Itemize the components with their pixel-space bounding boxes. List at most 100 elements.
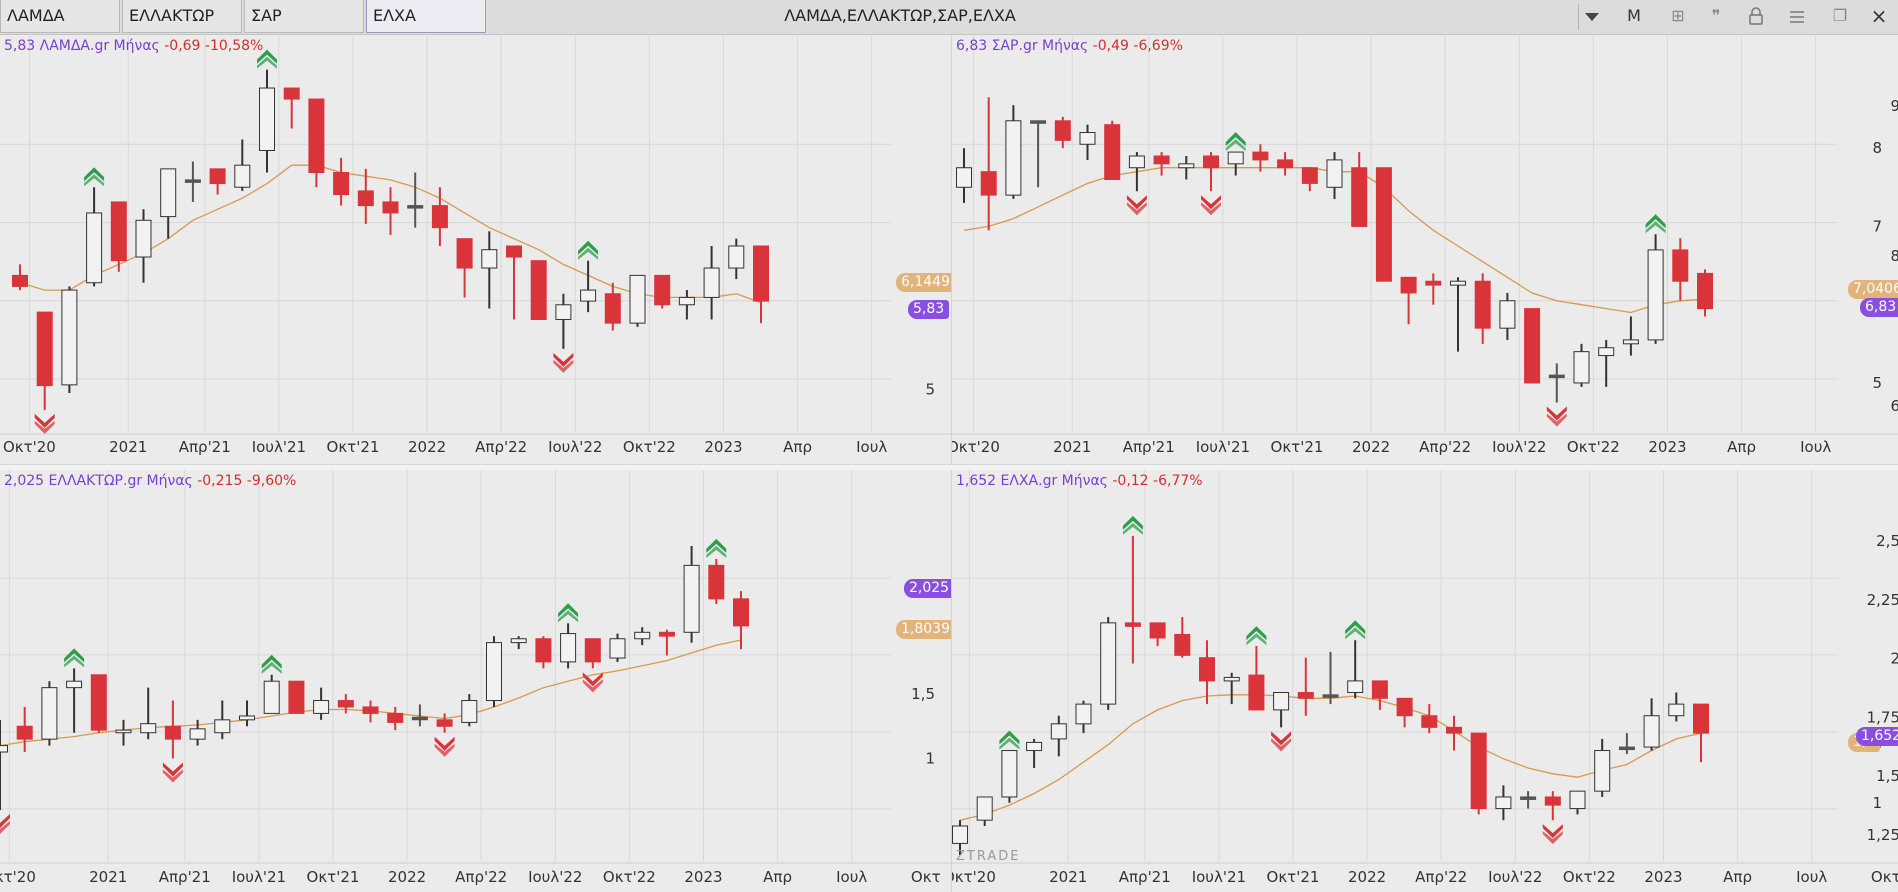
candle xyxy=(1569,790,1586,815)
candle-body xyxy=(980,171,997,196)
candle xyxy=(555,293,572,349)
candle-body xyxy=(0,745,8,753)
candle-body xyxy=(1421,715,1438,728)
candle-body xyxy=(189,728,206,740)
candle xyxy=(1178,156,1195,180)
candle xyxy=(239,700,255,727)
candle xyxy=(1227,151,1244,176)
candle xyxy=(486,636,502,707)
chart-panel-sar[interactable]: 6,83 ΣΑΡ.gr Μήνας -0,49 -6,69% 7,0406 6,… xyxy=(952,34,1898,464)
arrow-down-icon xyxy=(1542,831,1563,845)
candle xyxy=(1618,733,1635,755)
candle xyxy=(1128,152,1145,192)
y-axis-tick-label-right: 1,5 xyxy=(1876,767,1898,785)
candle-body xyxy=(164,725,181,740)
arrow-down-icon xyxy=(1201,195,1221,210)
candle xyxy=(956,148,972,203)
candle xyxy=(1075,700,1092,734)
arrow-up-icon xyxy=(1225,132,1246,147)
y-axis-tick-label-right: 1,75 xyxy=(1867,708,1898,726)
candle-body xyxy=(1520,796,1537,800)
candle xyxy=(604,282,621,331)
x-axis-tick-label: Απρ xyxy=(763,868,792,886)
arrow-down-icon xyxy=(1546,406,1567,421)
arrow-up-icon xyxy=(1246,626,1267,641)
panel-divider-vertical[interactable] xyxy=(951,34,952,892)
chart-panel-elxa[interactable]: 1,652 ΕΛΧΑ.gr Μήνας -0,12 -6,77% 1,6 1,6… xyxy=(952,469,1898,892)
candle-body xyxy=(1273,692,1290,711)
candle-body xyxy=(560,633,577,663)
candle xyxy=(333,157,350,206)
candle xyxy=(1277,152,1294,176)
candle xyxy=(1520,791,1537,809)
candle xyxy=(1495,785,1512,821)
candle xyxy=(209,168,226,195)
chevron-down-icon[interactable] xyxy=(1575,0,1609,33)
chart-panel-lamda[interactable]: 5,83 ΛΑΜΔΑ.gr Μήνας -0,69 -10,58% 6,1449… xyxy=(0,34,951,464)
candle-body xyxy=(337,700,354,708)
candle xyxy=(1421,704,1438,734)
legend-change: -0,69 -10,58% xyxy=(164,38,264,54)
legend-price: 6,83 xyxy=(956,38,988,54)
arrow-down-icon xyxy=(434,736,455,751)
x-axis-tick-label: 2022 xyxy=(408,438,446,456)
arrow-up-icon xyxy=(84,174,105,187)
close-icon[interactable]: × xyxy=(1870,4,1888,28)
candle-body xyxy=(1227,151,1244,165)
candle xyxy=(1647,234,1664,344)
candle-body xyxy=(239,715,255,721)
arrow-down-icon xyxy=(582,679,603,693)
candle xyxy=(411,704,428,727)
arrow-up-icon xyxy=(1122,515,1143,530)
restore-icon[interactable]: ❐ xyxy=(1832,6,1848,25)
tab-sar[interactable]: ΣΑΡ xyxy=(244,0,364,33)
lock-icon[interactable] xyxy=(1739,0,1773,33)
tab-lamda[interactable]: ΛΑΜΔΑ xyxy=(0,0,120,33)
x-axis-tick-label: Ιουλ'22 xyxy=(1488,868,1542,886)
tab-ellaktor[interactable]: ΕΛΛΑΚΤΩΡ xyxy=(122,0,242,33)
arrow-up-icon xyxy=(999,730,1020,745)
candle xyxy=(1693,703,1709,763)
y-axis-tick-label: 5 xyxy=(1872,374,1882,392)
x-axis-tick-label: Ιουλ xyxy=(836,868,867,886)
x-axis-tick-label: Απρ'22 xyxy=(1415,868,1467,886)
arrow-up-icon xyxy=(64,648,85,663)
arrow-down-icon xyxy=(1271,731,1292,746)
x-axis-tick-label: 2023 xyxy=(684,868,722,886)
candle-body xyxy=(357,190,374,207)
x-axis-tick-label: 2021 xyxy=(109,438,147,456)
y-axis-tick-label-right: 2,5 xyxy=(1876,532,1898,550)
candle-body xyxy=(1075,703,1092,725)
candle-body xyxy=(678,296,695,306)
candle-body xyxy=(658,631,675,637)
candle-body xyxy=(283,87,300,100)
candle xyxy=(1544,791,1561,821)
chart-panel-ellaktor[interactable]: 2,025 ΕΛΛΑΚΤΩΡ.gr Μήνας -0,215 -9,60% 2,… xyxy=(0,469,951,892)
minimize-icon[interactable] xyxy=(1780,0,1814,33)
candle xyxy=(1203,152,1219,192)
candle xyxy=(234,139,251,191)
candle-body xyxy=(1647,249,1664,341)
candle-body xyxy=(135,219,152,258)
candle-body xyxy=(110,201,127,262)
arrow-down-icon xyxy=(553,359,574,373)
candle-body xyxy=(506,245,522,258)
speech-bubble-icon[interactable]: ❞ xyxy=(1711,6,1721,25)
grid-icon[interactable]: ⊞ xyxy=(1671,6,1685,25)
candle xyxy=(1001,750,1018,803)
period-button[interactable]: M xyxy=(1627,6,1641,25)
candle-body xyxy=(461,700,478,723)
y-axis-tick-label: 7 xyxy=(1872,217,1882,235)
candle-body xyxy=(1396,697,1413,717)
candle xyxy=(135,209,152,283)
candle xyxy=(288,680,305,714)
tab-elxa[interactable]: ΕΛΧΑ xyxy=(366,0,486,33)
price-value-tag: 6,83 xyxy=(1860,298,1898,317)
ma-value-tag: 6,1449 xyxy=(896,273,951,292)
y-axis-tick-label-right: 8 xyxy=(1890,247,1898,265)
arrow-up-icon xyxy=(558,603,579,618)
panel-divider-horizontal[interactable] xyxy=(0,464,1898,470)
candle-body xyxy=(41,687,58,740)
candle xyxy=(140,687,157,740)
candle-body xyxy=(16,725,33,740)
